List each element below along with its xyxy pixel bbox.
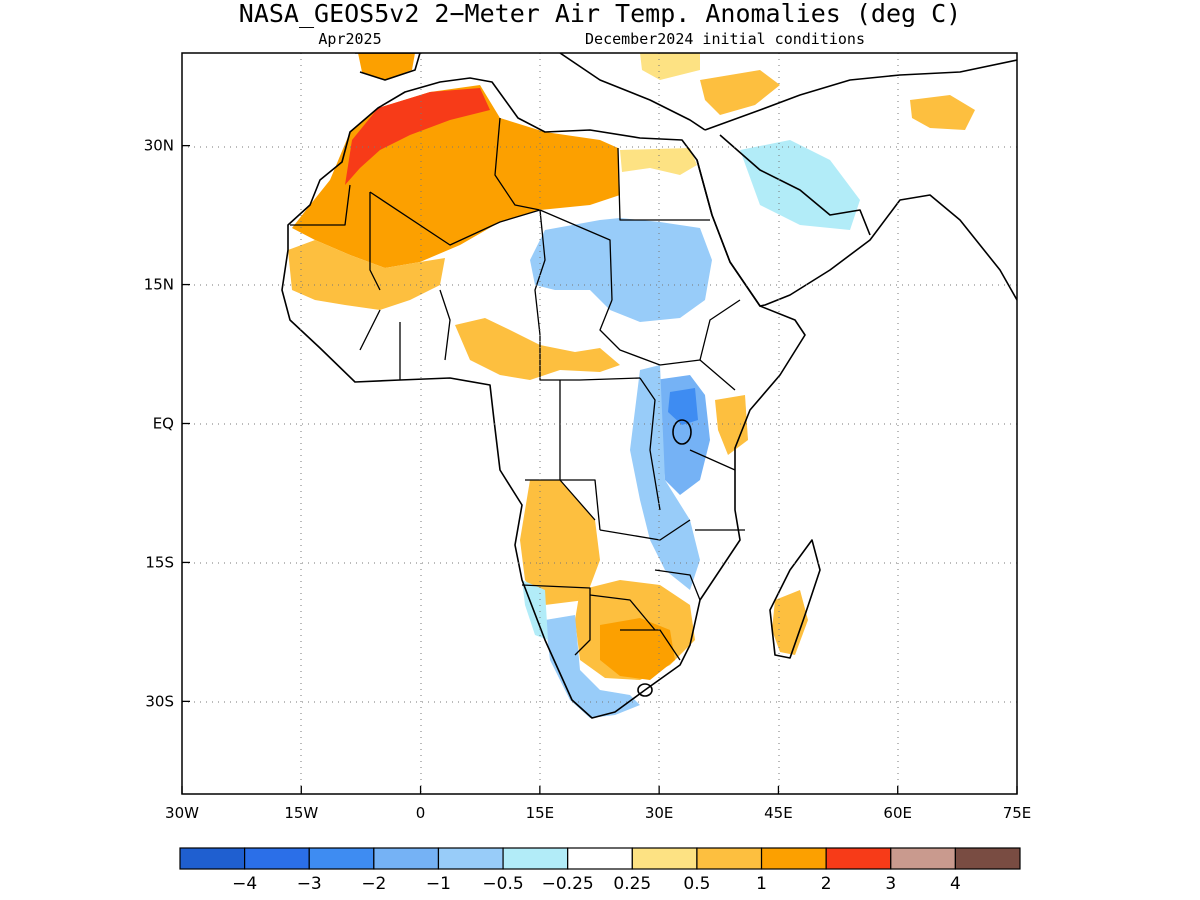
longitude-axis: 30W 15W 0 15E 30E 45E 60E 75E	[165, 786, 1031, 822]
colorbar-swatch	[760, 847, 827, 870]
west-africa-warm-anomaly	[455, 318, 620, 380]
lon-tick-label: 60E	[883, 804, 912, 822]
lat-tick-label: EQ	[153, 415, 174, 433]
lake-victoria-strong-cool-anomaly	[668, 388, 698, 425]
angola-warm-anomaly	[520, 480, 600, 605]
colorbar-swatch	[825, 847, 892, 870]
colorbar-label: 2	[821, 874, 832, 894]
colorbar-label: 3	[885, 874, 896, 894]
lat-tick-label: 15S	[145, 553, 174, 571]
colorbar-swatch	[373, 847, 440, 870]
colorbar-swatch	[179, 847, 246, 870]
lon-tick-label: 15W	[284, 804, 318, 822]
colorbar-label: −2	[361, 874, 386, 894]
madagascar-warm-anomaly	[772, 590, 808, 655]
colorbar-swatch	[308, 847, 375, 870]
iran-warm-anomaly	[910, 95, 975, 130]
map-title: NASA_GEOS5v2 2−Meter Air Temp. Anomalies…	[239, 0, 961, 28]
lon-tick-label: 45E	[764, 804, 793, 822]
colorbar-label: −3	[297, 874, 322, 894]
colorbar-label: −4	[232, 874, 257, 894]
country-borders	[290, 117, 745, 661]
colorbar-swatch	[244, 847, 310, 870]
colorbar-label: −0.25	[542, 874, 594, 894]
west-sahel-warm-anomaly	[288, 240, 445, 310]
colorbar-swatch	[954, 847, 1021, 870]
east-africa-cool-anomaly	[630, 365, 700, 590]
lat-tick-label: 15N	[144, 276, 174, 294]
colorbar-label: −0.5	[482, 874, 523, 894]
colorbar-swatch	[567, 847, 633, 870]
colorbar-swatch	[696, 847, 763, 870]
colorbar-label: 0.5	[683, 874, 710, 894]
map-plot-area	[182, 53, 1017, 794]
south-africa-hot-anomaly	[600, 618, 675, 680]
lon-tick-label: 30W	[165, 804, 199, 822]
lon-tick-label: 15E	[526, 804, 555, 822]
initial-conditions-label: December2024 initial conditions	[585, 30, 865, 48]
colorbar-swatch	[502, 847, 569, 870]
mideast-warm-anomaly	[700, 70, 780, 115]
colorbar	[179, 847, 1021, 870]
lon-tick-label: 75E	[1003, 804, 1032, 822]
balkans-warm-anomaly	[640, 53, 700, 80]
colorbar-swatch	[631, 847, 698, 870]
lat-tick-label: 30S	[145, 692, 174, 710]
colorbar-labels: −4 −3 −2 −1 −0.5 −0.25 0.25 0.5 1 2 3 4	[232, 874, 961, 894]
colorbar-label: 1	[756, 874, 767, 894]
arabia-cool-anomaly	[740, 140, 860, 230]
sudan-cool-anomaly	[530, 218, 712, 322]
lon-tick-label: 0	[416, 804, 426, 822]
colorbar-swatch	[890, 847, 956, 870]
latitude-axis: 30N 15N EQ 15S 30S	[144, 137, 190, 710]
lon-tick-label: 30E	[645, 804, 674, 822]
morocco-hot-anomaly	[345, 88, 490, 185]
lat-tick-label: 30N	[144, 137, 174, 155]
anomaly-shading	[288, 53, 975, 718]
kenya-coast-warm-anomaly	[715, 395, 748, 455]
forecast-month-label: Apr2025	[318, 30, 381, 48]
iberia-warm-anomaly	[358, 53, 415, 80]
colorbar-label: 4	[950, 874, 961, 894]
colorbar-label: 0.25	[613, 874, 651, 894]
colorbar-label: −1	[426, 874, 451, 894]
colorbar-swatch	[437, 847, 504, 870]
coastlines	[281, 53, 1017, 719]
